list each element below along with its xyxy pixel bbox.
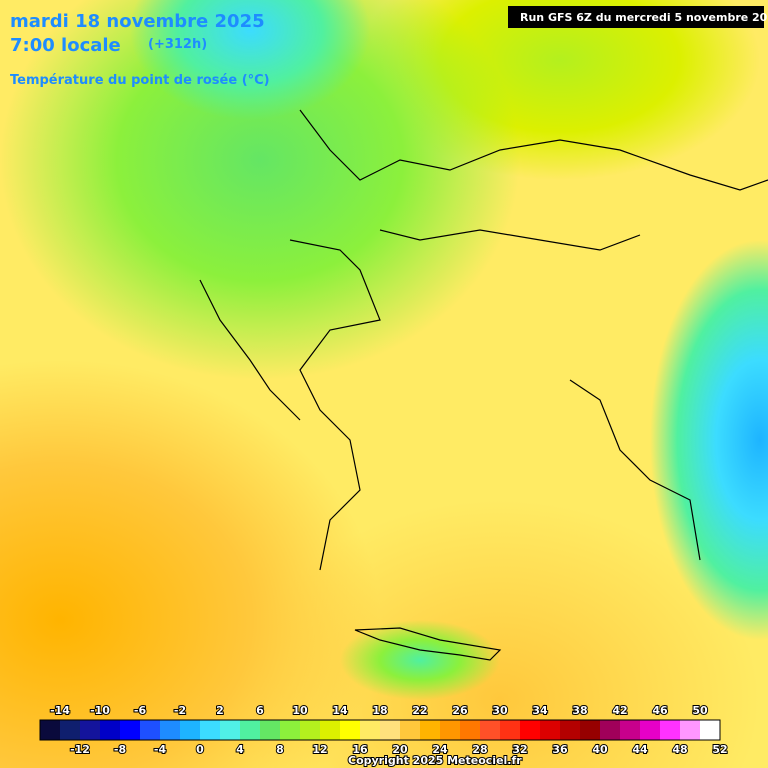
coastline xyxy=(199,279,301,421)
legend-label: 28 xyxy=(472,743,487,756)
legend-swatch xyxy=(240,720,261,740)
legend-label: 44 xyxy=(632,743,648,756)
borders xyxy=(199,109,768,661)
legend-swatch xyxy=(300,720,321,740)
legend-swatch xyxy=(160,720,181,740)
legend-label: 32 xyxy=(512,743,527,756)
legend-swatch xyxy=(700,720,721,740)
legend-label: 8 xyxy=(276,743,284,756)
legend-label: 20 xyxy=(392,743,408,756)
legend-label: 38 xyxy=(572,704,587,717)
run-info: Run GFS 6Z du mercredi 5 novembre 2025 xyxy=(520,11,768,24)
legend-swatch xyxy=(340,720,361,740)
legend-label: -8 xyxy=(114,743,126,756)
legend-label: 2 xyxy=(216,704,224,717)
legend-swatch xyxy=(260,720,281,740)
legend-label: 12 xyxy=(312,743,327,756)
legend-label: 26 xyxy=(452,704,468,717)
island xyxy=(354,627,502,661)
legend: -14 -10 -6 -2 2 6 10 14 18 22 26 30 34 38 42 46 50-12 -8-… xyxy=(39,703,729,757)
legend-label: 4 xyxy=(236,743,244,756)
legend-swatch xyxy=(500,720,521,740)
legend-swatch xyxy=(140,720,161,740)
legend-swatch xyxy=(220,720,241,740)
legend-label: 30 xyxy=(492,704,508,717)
legend-swatch xyxy=(100,720,121,740)
legend-swatch xyxy=(40,720,61,740)
legend-swatch xyxy=(320,720,341,740)
legend-swatch xyxy=(60,720,81,740)
run-box xyxy=(508,6,764,28)
legend-swatch xyxy=(580,720,601,740)
legend-swatch xyxy=(560,720,581,740)
legend-swatch xyxy=(660,720,681,740)
date: mardi 18 novembre 2025 xyxy=(10,11,265,32)
legend-label: -10 xyxy=(90,704,110,717)
legend-label: 48 xyxy=(672,743,687,756)
legend-swatch xyxy=(120,720,141,740)
legend-label: 50 xyxy=(692,704,708,717)
parameter: Température du point de rosée (°C) xyxy=(10,73,270,88)
legend-swatch xyxy=(680,720,701,740)
legend-swatch xyxy=(620,720,641,740)
legend-swatch xyxy=(540,720,561,740)
legend-swatch xyxy=(480,720,501,740)
legend-label: -12 xyxy=(70,743,90,756)
legend-swatch xyxy=(80,720,101,740)
legend-frame xyxy=(39,719,721,741)
legend-label: 18 xyxy=(372,704,387,717)
legend-swatch xyxy=(380,720,401,740)
legend-label: 6 xyxy=(256,704,264,717)
legend-label: 40 xyxy=(592,743,608,756)
legend-swatch xyxy=(460,720,481,740)
legend-label: 22 xyxy=(412,704,427,717)
legend-label: 52 xyxy=(712,743,727,756)
border-line xyxy=(299,109,768,191)
coastline xyxy=(289,239,381,571)
legend-swatch xyxy=(440,720,461,740)
legend-swatch xyxy=(520,720,541,740)
legend-label: 16 xyxy=(352,743,368,756)
legend-label: 10 xyxy=(292,704,308,717)
legend-label: 42 xyxy=(612,704,627,717)
coastline xyxy=(569,379,701,561)
legend-label: 36 xyxy=(552,743,568,756)
legend-label: -2 xyxy=(174,704,186,717)
time: 7:00 locale xyxy=(10,35,121,56)
legend-label: 0 xyxy=(196,743,204,756)
legend-swatch xyxy=(180,720,201,740)
legend-label: -4 xyxy=(154,743,167,756)
coastline xyxy=(379,229,641,251)
legend-swatch xyxy=(360,720,381,740)
legend-swatch xyxy=(400,720,421,740)
lead-time: (+312h) xyxy=(148,37,207,52)
legend-label: -6 xyxy=(134,704,147,717)
legend-swatch xyxy=(640,720,661,740)
legend-swatch xyxy=(200,720,221,740)
legend-swatch xyxy=(280,720,301,740)
legend-swatch xyxy=(600,720,621,740)
legend-swatch xyxy=(420,720,441,740)
legend-label: 24 xyxy=(432,743,448,756)
legend-label: -14 xyxy=(50,704,70,717)
legend-label: 46 xyxy=(652,704,668,717)
legend-label: 34 xyxy=(532,704,548,717)
legend-label: 14 xyxy=(332,704,348,717)
copyright: Copyright 2025 Meteociel.fr xyxy=(348,754,522,767)
